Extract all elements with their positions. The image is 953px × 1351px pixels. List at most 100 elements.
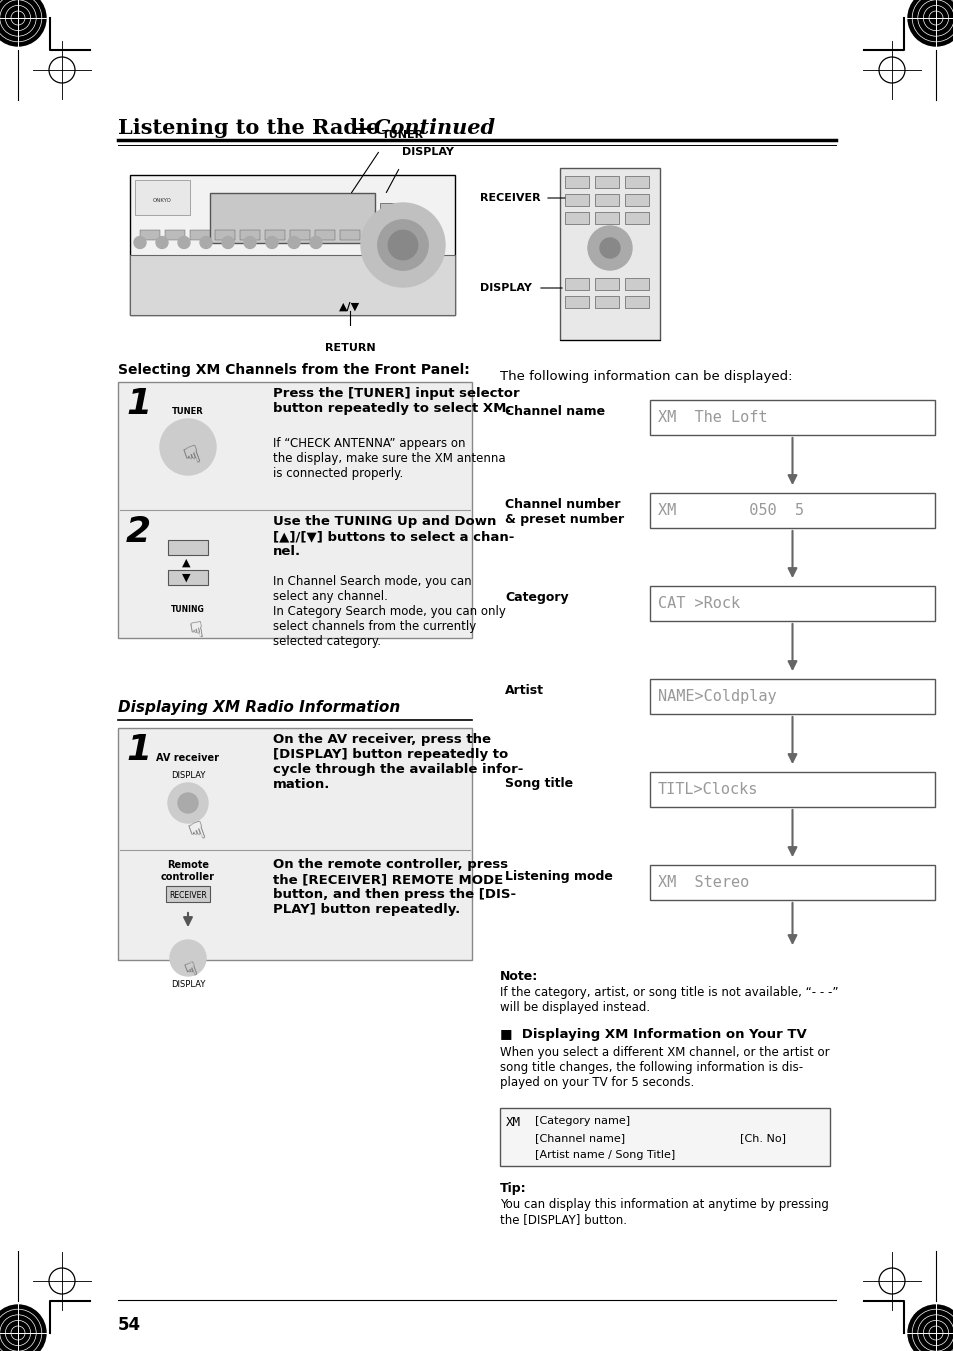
Bar [118, 382, 472, 638]
Circle shape [587, 226, 631, 270]
Bar [564, 212, 588, 224]
Bar [130, 255, 455, 315]
Bar [564, 176, 588, 188]
Text: Note:: Note: [499, 970, 537, 984]
Circle shape [907, 1305, 953, 1351]
Text: Listening mode: Listening mode [504, 870, 612, 884]
Circle shape [0, 0, 46, 46]
Text: When you select a different XM channel, or the artist or
song title changes, the: When you select a different XM channel, … [499, 1046, 829, 1089]
Text: ☞: ☞ [177, 819, 208, 847]
Bar [214, 230, 234, 240]
Text: 1: 1 [126, 386, 151, 422]
Text: ONKYO: ONKYO [152, 199, 172, 203]
Circle shape [288, 236, 299, 249]
Text: TUNING: TUNING [171, 605, 205, 613]
Bar [210, 193, 375, 243]
Bar [649, 865, 934, 900]
Text: ▲/▼: ▲/▼ [339, 303, 360, 312]
Bar [649, 400, 934, 435]
Bar [314, 230, 335, 240]
Text: Channel name: Channel name [504, 405, 604, 417]
Text: ☞: ☞ [176, 958, 200, 981]
Text: On the remote controller, press
the [RECEIVER] REMOTE MODE
button, and then pres: On the remote controller, press the [REC… [273, 858, 516, 916]
Text: [Channel name]: [Channel name] [535, 1133, 624, 1143]
Text: Song title: Song title [504, 777, 573, 790]
Text: XM  The Loft: XM The Loft [658, 409, 767, 426]
Bar [595, 176, 618, 188]
Bar [168, 540, 208, 555]
Circle shape [170, 940, 206, 975]
Text: 2: 2 [126, 515, 151, 549]
Text: [Ch. No]: [Ch. No] [740, 1133, 785, 1143]
Text: [Artist name / Song Title]: [Artist name / Song Title] [535, 1150, 675, 1161]
Text: The following information can be displayed:: The following information can be display… [499, 370, 792, 382]
Text: XM  Stereo: XM Stereo [658, 875, 748, 890]
Circle shape [156, 236, 168, 249]
Text: ■  Displaying XM Information on Your TV: ■ Displaying XM Information on Your TV [499, 1028, 806, 1042]
Text: In Channel Search mode, you can
select any channel.: In Channel Search mode, you can select a… [273, 576, 471, 603]
Text: Press the [TUNER] input selector
button repeatedly to select XM.: Press the [TUNER] input selector button … [273, 386, 519, 415]
Bar [118, 728, 472, 961]
Text: —Continued: —Continued [353, 118, 495, 138]
Text: Category: Category [504, 590, 568, 604]
Bar [624, 195, 648, 205]
Bar [649, 680, 934, 713]
Text: TITL>Clocks: TITL>Clocks [658, 782, 758, 797]
Circle shape [244, 236, 255, 249]
Text: Displaying XM Radio Information: Displaying XM Radio Information [118, 700, 400, 715]
Text: ▲: ▲ [182, 558, 190, 567]
Bar [290, 230, 310, 240]
Bar [390, 230, 410, 240]
Text: Channel number
& preset number: Channel number & preset number [504, 499, 623, 526]
Bar [595, 195, 618, 205]
Circle shape [178, 793, 198, 813]
Text: ☞: ☞ [172, 442, 203, 471]
Bar [624, 278, 648, 290]
Bar [595, 296, 618, 308]
Bar [595, 212, 618, 224]
Text: DISPLAY: DISPLAY [401, 147, 454, 157]
Bar [564, 296, 588, 308]
Text: In Category Search mode, you can only
select channels from the currently
selecte: In Category Search mode, you can only se… [273, 605, 505, 648]
Circle shape [310, 236, 322, 249]
Bar [559, 168, 659, 340]
Text: 54: 54 [118, 1316, 141, 1333]
Text: ☞: ☞ [181, 619, 204, 642]
Text: Listening to the Radio: Listening to the Radio [118, 118, 379, 138]
Circle shape [178, 236, 190, 249]
Bar [415, 230, 435, 240]
Text: If “CHECK ANTENNA” appears on
the display, make sure the XM antenna
is connected: If “CHECK ANTENNA” appears on the displa… [273, 436, 505, 480]
Text: TUNER: TUNER [172, 407, 204, 416]
Text: RECEIVER: RECEIVER [169, 890, 207, 900]
Bar [365, 230, 385, 240]
Bar [168, 570, 208, 585]
Circle shape [0, 1305, 46, 1351]
Text: RECEIVER: RECEIVER [479, 193, 540, 203]
Bar [499, 1108, 829, 1166]
Text: DISPLAY: DISPLAY [479, 282, 532, 293]
Text: Use the TUNING Up and Down
[▲]/[▼] buttons to select a chan-
nel.: Use the TUNING Up and Down [▲]/[▼] butto… [273, 515, 514, 558]
Circle shape [360, 203, 444, 286]
Text: XM: XM [505, 1116, 520, 1129]
Text: Tip:: Tip: [499, 1182, 526, 1196]
Bar [624, 176, 648, 188]
Text: Selecting XM Channels from the Front Panel:: Selecting XM Channels from the Front Pan… [118, 363, 469, 377]
Bar [649, 586, 934, 621]
Circle shape [266, 236, 277, 249]
Bar [190, 230, 210, 240]
Bar [649, 493, 934, 528]
Text: CAT >Rock: CAT >Rock [658, 596, 740, 611]
Text: NAME>Coldplay: NAME>Coldplay [658, 689, 776, 704]
Text: DISPLAY: DISPLAY [171, 771, 205, 780]
Bar [624, 296, 648, 308]
Bar [135, 180, 190, 215]
Text: TUNER: TUNER [381, 130, 424, 141]
Circle shape [200, 236, 212, 249]
Bar [140, 230, 160, 240]
Bar [339, 230, 359, 240]
Text: AV receiver: AV receiver [156, 753, 219, 763]
Text: You can display this information at anytime by pressing
the [DISPLAY] button.: You can display this information at anyt… [499, 1198, 828, 1225]
Text: If the category, artist, or song title is not available, “- - -”
will be display: If the category, artist, or song title i… [499, 986, 838, 1015]
Circle shape [377, 220, 428, 270]
Bar [165, 230, 185, 240]
